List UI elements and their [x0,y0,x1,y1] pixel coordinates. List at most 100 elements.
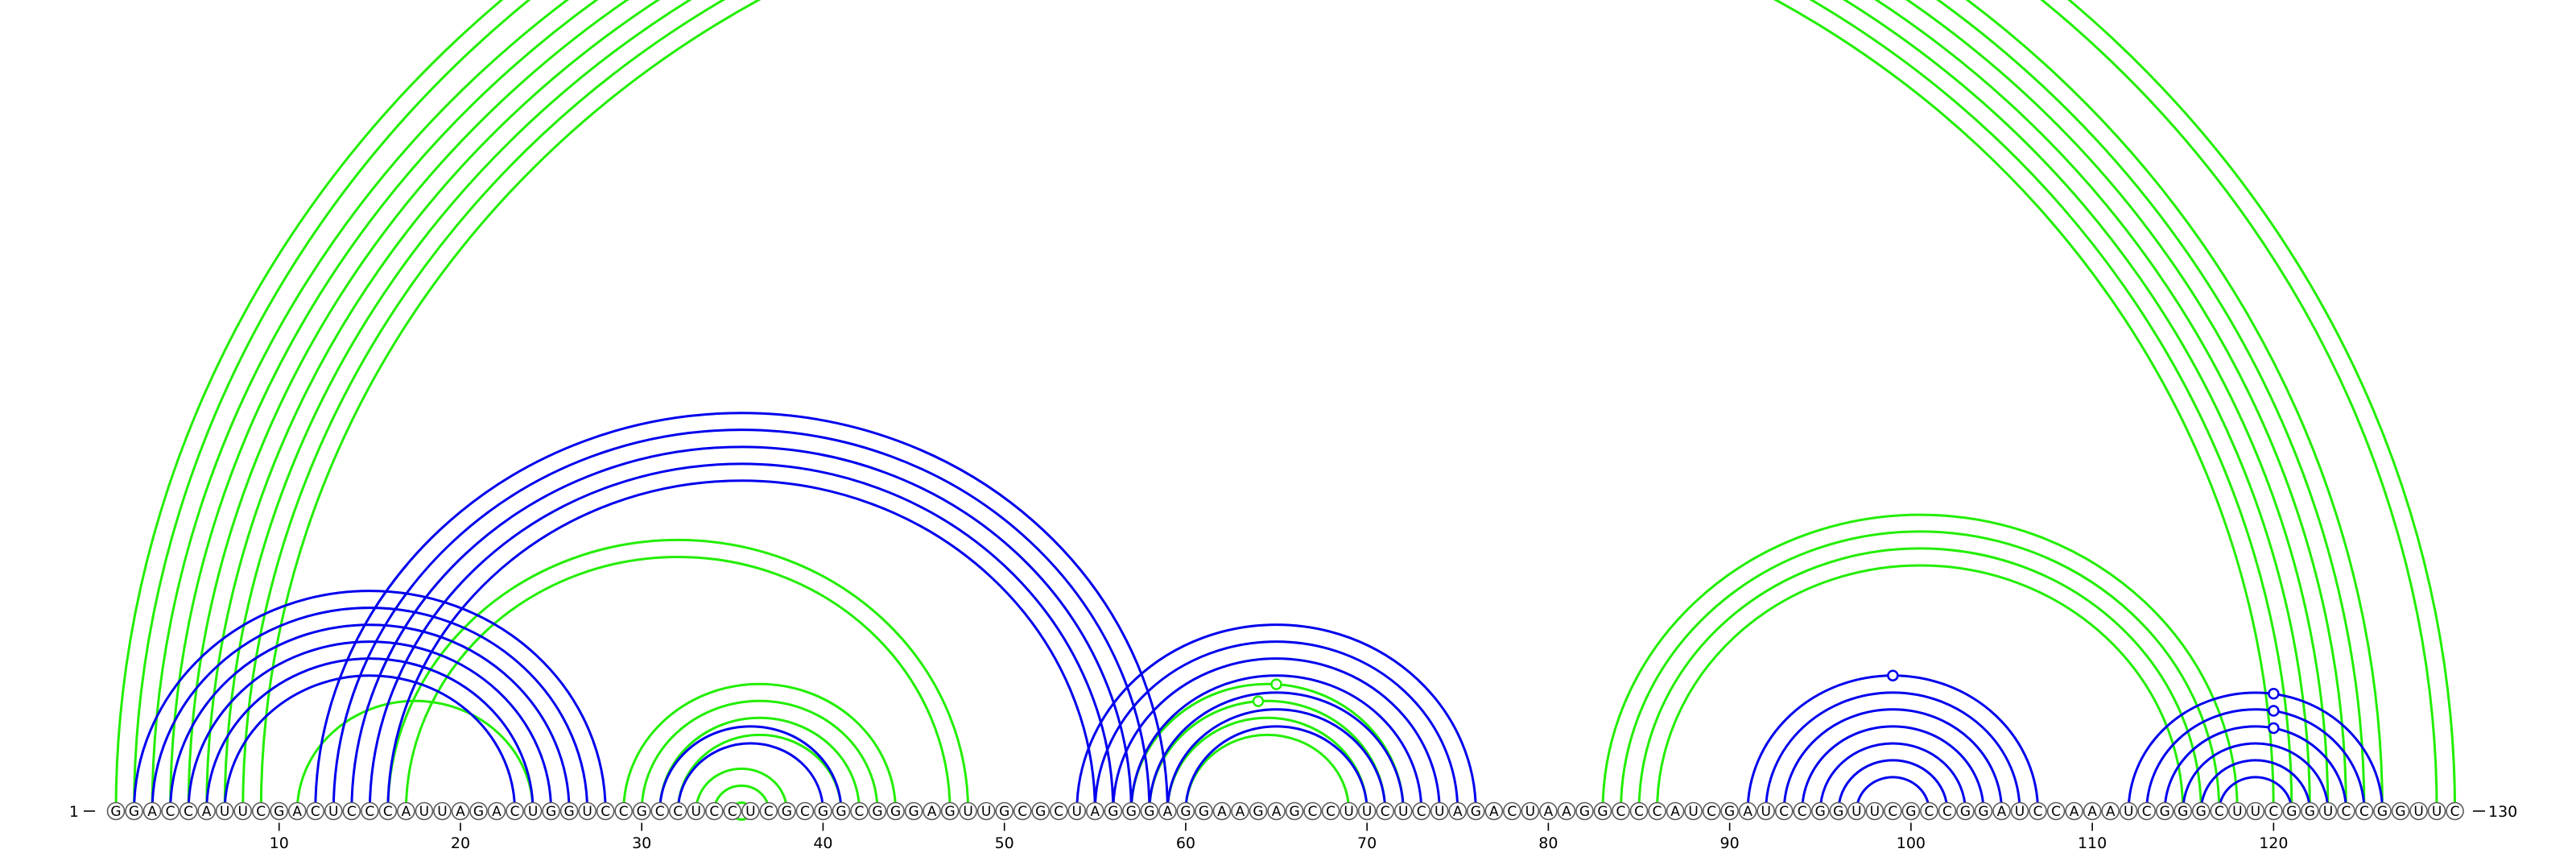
nucleotide-letter: U [220,804,229,820]
nucleotide-circle [306,801,325,821]
nucleotide-letter: G [473,804,484,820]
blue-base-pair-arc [676,742,824,812]
nucleotide-letter: C [383,804,393,820]
nucleotide-circle [1285,801,1304,821]
nucleotide-letter: G [1471,804,1481,820]
nucleotide-letter: U [1870,804,1880,820]
nucleotide-letter: G [1905,804,1916,820]
nucleotide-circle [578,801,597,821]
nucleotide-letter: U [1688,804,1698,820]
nucleotide-circle [2083,801,2102,821]
nucleotide-circle [741,801,760,821]
blue-arc-marker [2268,687,2280,700]
nucleotide-letter: G [2160,804,2170,820]
nucleotide-letter: U [2124,804,2133,820]
nucleotide-letter: C [764,804,774,820]
nucleotide-circle [1376,801,1394,821]
nucleotide-circle [650,801,670,821]
green-base-pair-arc [114,0,2457,812]
nucleotide-letter: C [2450,804,2460,820]
green-base-pair-arc [658,717,861,812]
nucleotide-circle [2210,801,2229,821]
start-label: 1 [69,803,79,821]
nucleotide-circle [632,801,651,821]
nucleotide-circle [1774,801,1794,821]
blue-base-pair-arc [1112,657,1441,812]
nucleotide-letter: C [311,804,320,820]
nucleotide-letter: G [564,804,575,820]
green-base-pair-arc [1619,531,2221,812]
nucleotide-circle [1176,801,1195,821]
nucleotide-circle [106,801,126,821]
blue-base-pair-arc [1837,759,1949,812]
nucleotide-letter: U [981,804,991,820]
nucleotide-circle [723,801,742,821]
nucleotide-letter: U [691,804,701,820]
nucleotide-circle [1212,801,1232,821]
blue-base-pair-arc [223,674,517,812]
green-base-pair-arc [1639,549,2201,811]
nucleotide-letter: U [437,804,447,820]
tick-label: 80 [1538,834,1558,852]
nucleotide-letter: C [1381,804,1390,820]
nucleotide-letter: C [1054,804,1063,820]
nucleotide-circle [1648,801,1666,821]
nucleotide-circle [1956,801,1975,821]
nucleotide-letter: U [2432,804,2442,820]
green-base-pair-arc [1601,513,2239,812]
nucleotide-letter: A [927,804,937,820]
nucleotide-circle [1393,801,1413,821]
nucleotide-circle [2065,801,2083,821]
blue-base-pair-arc [2182,742,2330,812]
nucleotide-circle [1521,801,1540,821]
nucleotide-letter: A [1217,804,1227,820]
nucleotide-letter: C [800,804,810,820]
nucleotide-circle [1321,801,1340,821]
nucleotide-letter: U [2323,804,2333,820]
nucleotide-circle [378,801,398,821]
tick-row: 10 20 30 40 50 60 70 80 90 100 110 120 [270,822,2288,852]
nucleotide-letter: C [1616,804,1626,820]
nucleotide-circle [361,801,379,821]
green-base-pair-arc [622,683,898,812]
nucleotide-circle [270,801,289,821]
blue-base-pair-arc [2127,691,2384,812]
blue-base-pair-arc [2145,708,2366,812]
nucleotide-letter: U [1344,804,1353,820]
green-base-pair-arc [695,767,788,812]
nucleotide-letter: G [1180,804,1191,820]
green-base-pair-arc [640,699,879,812]
nucleotide-circle [142,801,162,821]
nucleotide-circle [1013,801,1032,821]
green-base-pair-arc [712,784,770,812]
green-base-pair-arc [152,0,2382,811]
end-label: 130 [2488,803,2517,821]
green-base-pair-arc [225,0,2310,811]
nucleotide-letter: C [673,804,683,820]
nucleotide-circle [1901,801,1921,821]
nucleotide-circle [1448,801,1468,821]
nucleotide-circle [2155,801,2174,821]
nucleotide-circle [1757,801,1775,821]
nucleotide-circle [487,801,506,821]
nucleotide-letter: C [709,804,719,820]
blue-base-pair-arc [169,623,571,812]
tick-label: 60 [1176,834,1195,852]
nucleotide-circle [1629,801,1649,821]
nucleotide-circle [2301,801,2319,821]
blue-base-pair-arc [187,640,553,812]
nucleotide-letter: G [908,804,919,820]
nucleotide-circle [2137,801,2156,821]
blue-base-pair-arc [1184,725,1368,812]
nucleotide-circle [179,801,198,821]
blue-arc-marker [2268,722,2280,735]
nucleotide-circle [233,801,252,821]
nucleotide-letter: G [274,804,284,820]
nucleotide-letter: C [2359,804,2369,820]
nucleotide-circle [506,801,524,821]
nucleotide-letter: C [2051,804,2061,820]
tick-label: 50 [995,834,1014,852]
nucleotide-letter: C [1798,804,1807,820]
arc-layer [114,0,2457,821]
nucleotide-letter: U [745,804,755,820]
